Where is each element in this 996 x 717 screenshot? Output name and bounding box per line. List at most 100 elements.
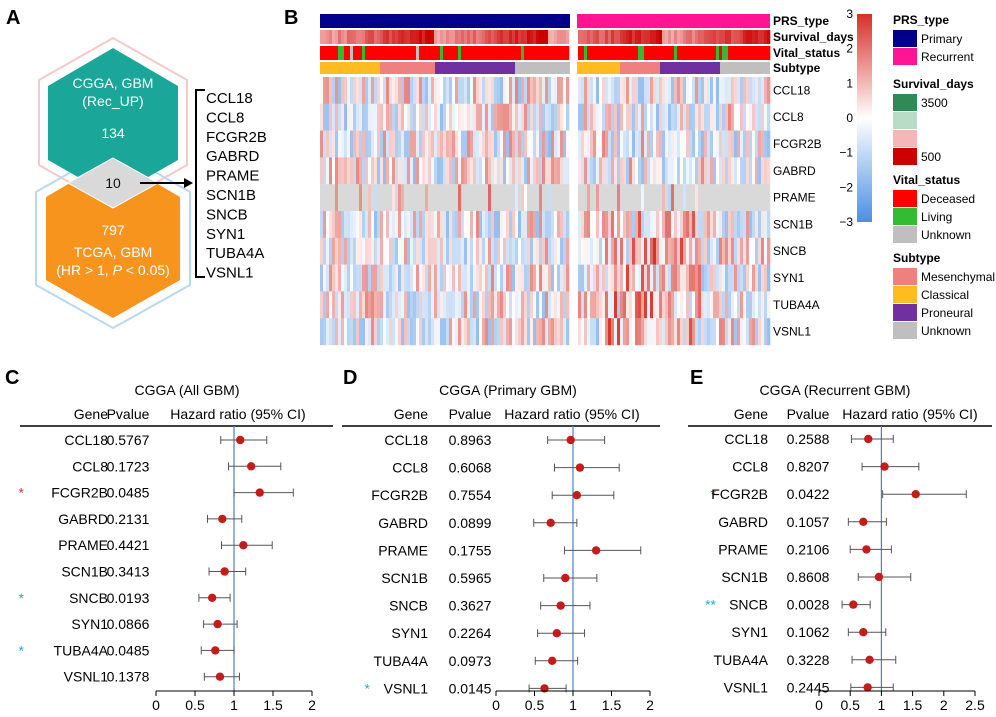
- heatmap-cell: [641, 237, 645, 265]
- heatmap-cell: [353, 103, 357, 131]
- survival-days-cell: [404, 30, 408, 44]
- heatmap-cell: [356, 103, 360, 131]
- survival-days-cell: [620, 30, 624, 44]
- heatmap-cell: [356, 291, 360, 319]
- heatmap-cell: [578, 318, 582, 346]
- heatmap-cell: [626, 184, 630, 212]
- gene-label: SNCB: [389, 598, 428, 614]
- vital-status-cell: [578, 46, 582, 60]
- heatmap-cell: [707, 130, 711, 158]
- heatmap-cell: [371, 157, 375, 185]
- heatmap-cell: [542, 211, 546, 238]
- heatmap-cell: [728, 237, 732, 265]
- heatmap-cell: [665, 291, 669, 319]
- vital-status-cell: [608, 46, 612, 60]
- heatmap-cell: [692, 211, 696, 238]
- heatmap-cell: [341, 237, 345, 265]
- heatmap-cell: [386, 130, 390, 158]
- heatmap-cell: [767, 318, 771, 346]
- heatmap-cell: [587, 77, 591, 104]
- heatmap-cell: [341, 211, 345, 238]
- heatmap-cell: [593, 77, 597, 104]
- heatmap-cell: [395, 77, 399, 104]
- heatmap-cell: [656, 77, 660, 104]
- heatmap-cell: [749, 77, 753, 104]
- heatmap-cell: [506, 291, 510, 319]
- heatmap-cell: [416, 157, 420, 185]
- vital-status-cell: [461, 46, 465, 60]
- heatmap-cell: [539, 157, 543, 185]
- heatmap-cell: [380, 318, 384, 346]
- heatmap-cell: [518, 318, 522, 346]
- heatmap-cell: [380, 264, 384, 292]
- vital-status-cell: [413, 46, 417, 60]
- hazard-ratio-point: [211, 646, 220, 655]
- heatmap-cell: [725, 211, 729, 238]
- heatmap-cell: [521, 103, 525, 131]
- hazard-ratio-point: [911, 490, 920, 499]
- vital-status-cell: [587, 46, 591, 60]
- heatmap-cell: [500, 211, 504, 238]
- heatmap-cell: [488, 291, 492, 319]
- vital-status-cell: [593, 46, 597, 60]
- heatmap-cell: [725, 318, 729, 346]
- heatmap-cell: [545, 318, 549, 346]
- heatmap-cell: [416, 318, 420, 346]
- heatmap-cell: [656, 318, 660, 346]
- gene-label: SCN1B: [721, 569, 768, 585]
- heatmap-cell: [680, 237, 684, 265]
- heatmap-cell: [527, 291, 531, 319]
- heatmap-cell: [515, 237, 519, 265]
- pvalue-label: 0.0422: [787, 486, 830, 502]
- vital-status-cell: [689, 46, 693, 60]
- heatmap-cell: [593, 130, 597, 158]
- heatmap-cell: [527, 264, 531, 292]
- heatmap-cell: [512, 157, 516, 185]
- survival-days-cell: [683, 30, 687, 44]
- heatmap-cell: [428, 211, 432, 238]
- gene-label: GABRD: [718, 514, 768, 530]
- heatmap-cell: [758, 103, 762, 131]
- survival-days-cell: [350, 30, 354, 44]
- subtype-track-segment: [720, 62, 770, 74]
- heatmap-cell: [755, 130, 759, 158]
- survival-days-cell: [542, 30, 546, 44]
- heatmap-cell: [362, 130, 366, 158]
- heatmap-cell: [488, 77, 492, 104]
- heatmap-cell: [722, 264, 726, 292]
- survival-days-cell: [401, 30, 405, 44]
- heatmap-cell: [647, 77, 651, 104]
- heatmap-cell: [533, 157, 537, 185]
- heatmap-cell: [734, 103, 738, 131]
- heatmap-cell: [449, 211, 453, 238]
- survival-days-cell: [692, 30, 696, 44]
- heatmap-cell: [443, 237, 447, 265]
- hazard-ratio-point: [213, 619, 222, 629]
- heatmap-cell: [446, 77, 450, 104]
- heatmap-cell: [626, 103, 630, 131]
- heatmap-cell: [644, 237, 648, 265]
- heatmap-cell: [512, 318, 516, 346]
- heatmap-cell: [428, 291, 432, 319]
- heatmap-cell: [365, 264, 369, 292]
- heatmap-cell: [404, 157, 408, 185]
- survival-days-cell: [701, 30, 705, 44]
- heatmap-cell: [692, 318, 696, 346]
- heatmap-cell: [755, 264, 759, 292]
- heatmap-cell: [566, 264, 570, 292]
- heatmap-cell: [755, 184, 759, 212]
- pvalue-label: 0.2264: [449, 625, 492, 641]
- heatmap-cell: [404, 103, 408, 131]
- heatmap-cell: [482, 130, 486, 158]
- heatmap-cell: [539, 318, 543, 346]
- heatmap-cell: [542, 103, 546, 131]
- heatmap-cell: [335, 77, 339, 104]
- heatmap-cell: [584, 157, 588, 185]
- heatmap-cell: [641, 211, 645, 238]
- heatmap-cell: [701, 237, 705, 265]
- heatmap-cell: [422, 318, 426, 346]
- heatmap-cell: [563, 157, 567, 185]
- heatmap-cell: [539, 264, 543, 292]
- heatmap-cell: [395, 130, 399, 158]
- colorbar-tick-label: −3: [839, 215, 853, 229]
